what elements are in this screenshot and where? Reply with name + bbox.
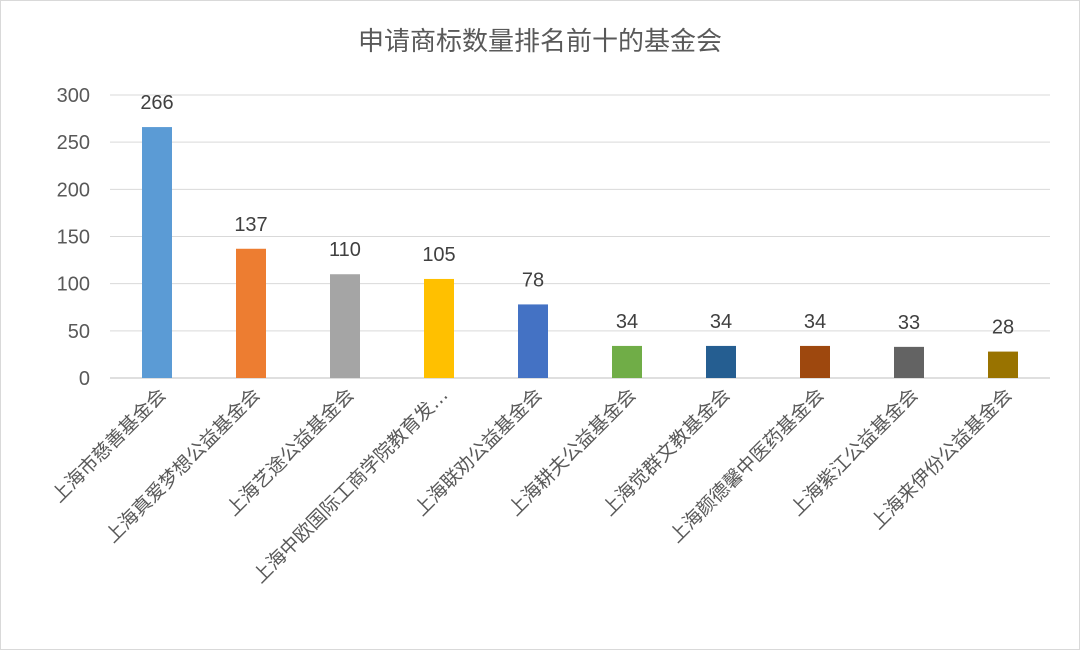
- data-label: 28: [992, 317, 1014, 339]
- y-tick-label: 0: [79, 368, 90, 390]
- bar: [706, 345, 736, 378]
- data-label: 34: [710, 311, 732, 333]
- gridlines: [110, 94, 1050, 379]
- y-tick-label: 50: [68, 321, 90, 343]
- data-label: 34: [804, 311, 826, 333]
- x-tick-label: 上海中欧国际工商学院教育发…: [249, 384, 453, 588]
- y-tick-label: 200: [57, 179, 90, 201]
- data-label: 33: [898, 312, 920, 334]
- data-label: 78: [522, 269, 544, 291]
- data-labels: 266 137 110 105 78 34 34 34 33 28: [140, 92, 1014, 339]
- y-tick-label: 150: [57, 227, 90, 249]
- x-tick-label: 上海真爱梦想公益基金会: [101, 384, 264, 547]
- data-label: 137: [234, 214, 267, 236]
- bar: [800, 345, 830, 378]
- bar: [518, 304, 548, 378]
- bar: [142, 127, 172, 378]
- data-label: 34: [616, 311, 638, 333]
- chart-title: 申请商标数量排名前十的基金会: [358, 27, 722, 57]
- data-label: 105: [422, 244, 455, 266]
- y-tick-label: 100: [57, 274, 90, 296]
- bar: [236, 248, 266, 378]
- data-label: 266: [140, 92, 173, 114]
- y-tick-label: 250: [57, 132, 90, 154]
- x-axis-labels: 上海市慈善基金会上海真爱梦想公益基金会上海艺途公益基金会上海中欧国际工商学院教育…: [47, 384, 1016, 588]
- bar: [612, 345, 642, 378]
- bar: [424, 278, 454, 378]
- bar: [894, 346, 924, 378]
- data-label: 110: [329, 239, 361, 261]
- y-tick-label: 300: [57, 85, 90, 107]
- bar: [330, 274, 360, 378]
- bars: [142, 127, 1018, 378]
- x-tick-label: 上海颜德馨中医药基金会: [665, 384, 828, 547]
- y-axis-ticks: 0 50 100 150 200 250 300: [57, 85, 90, 390]
- bar: [988, 351, 1018, 378]
